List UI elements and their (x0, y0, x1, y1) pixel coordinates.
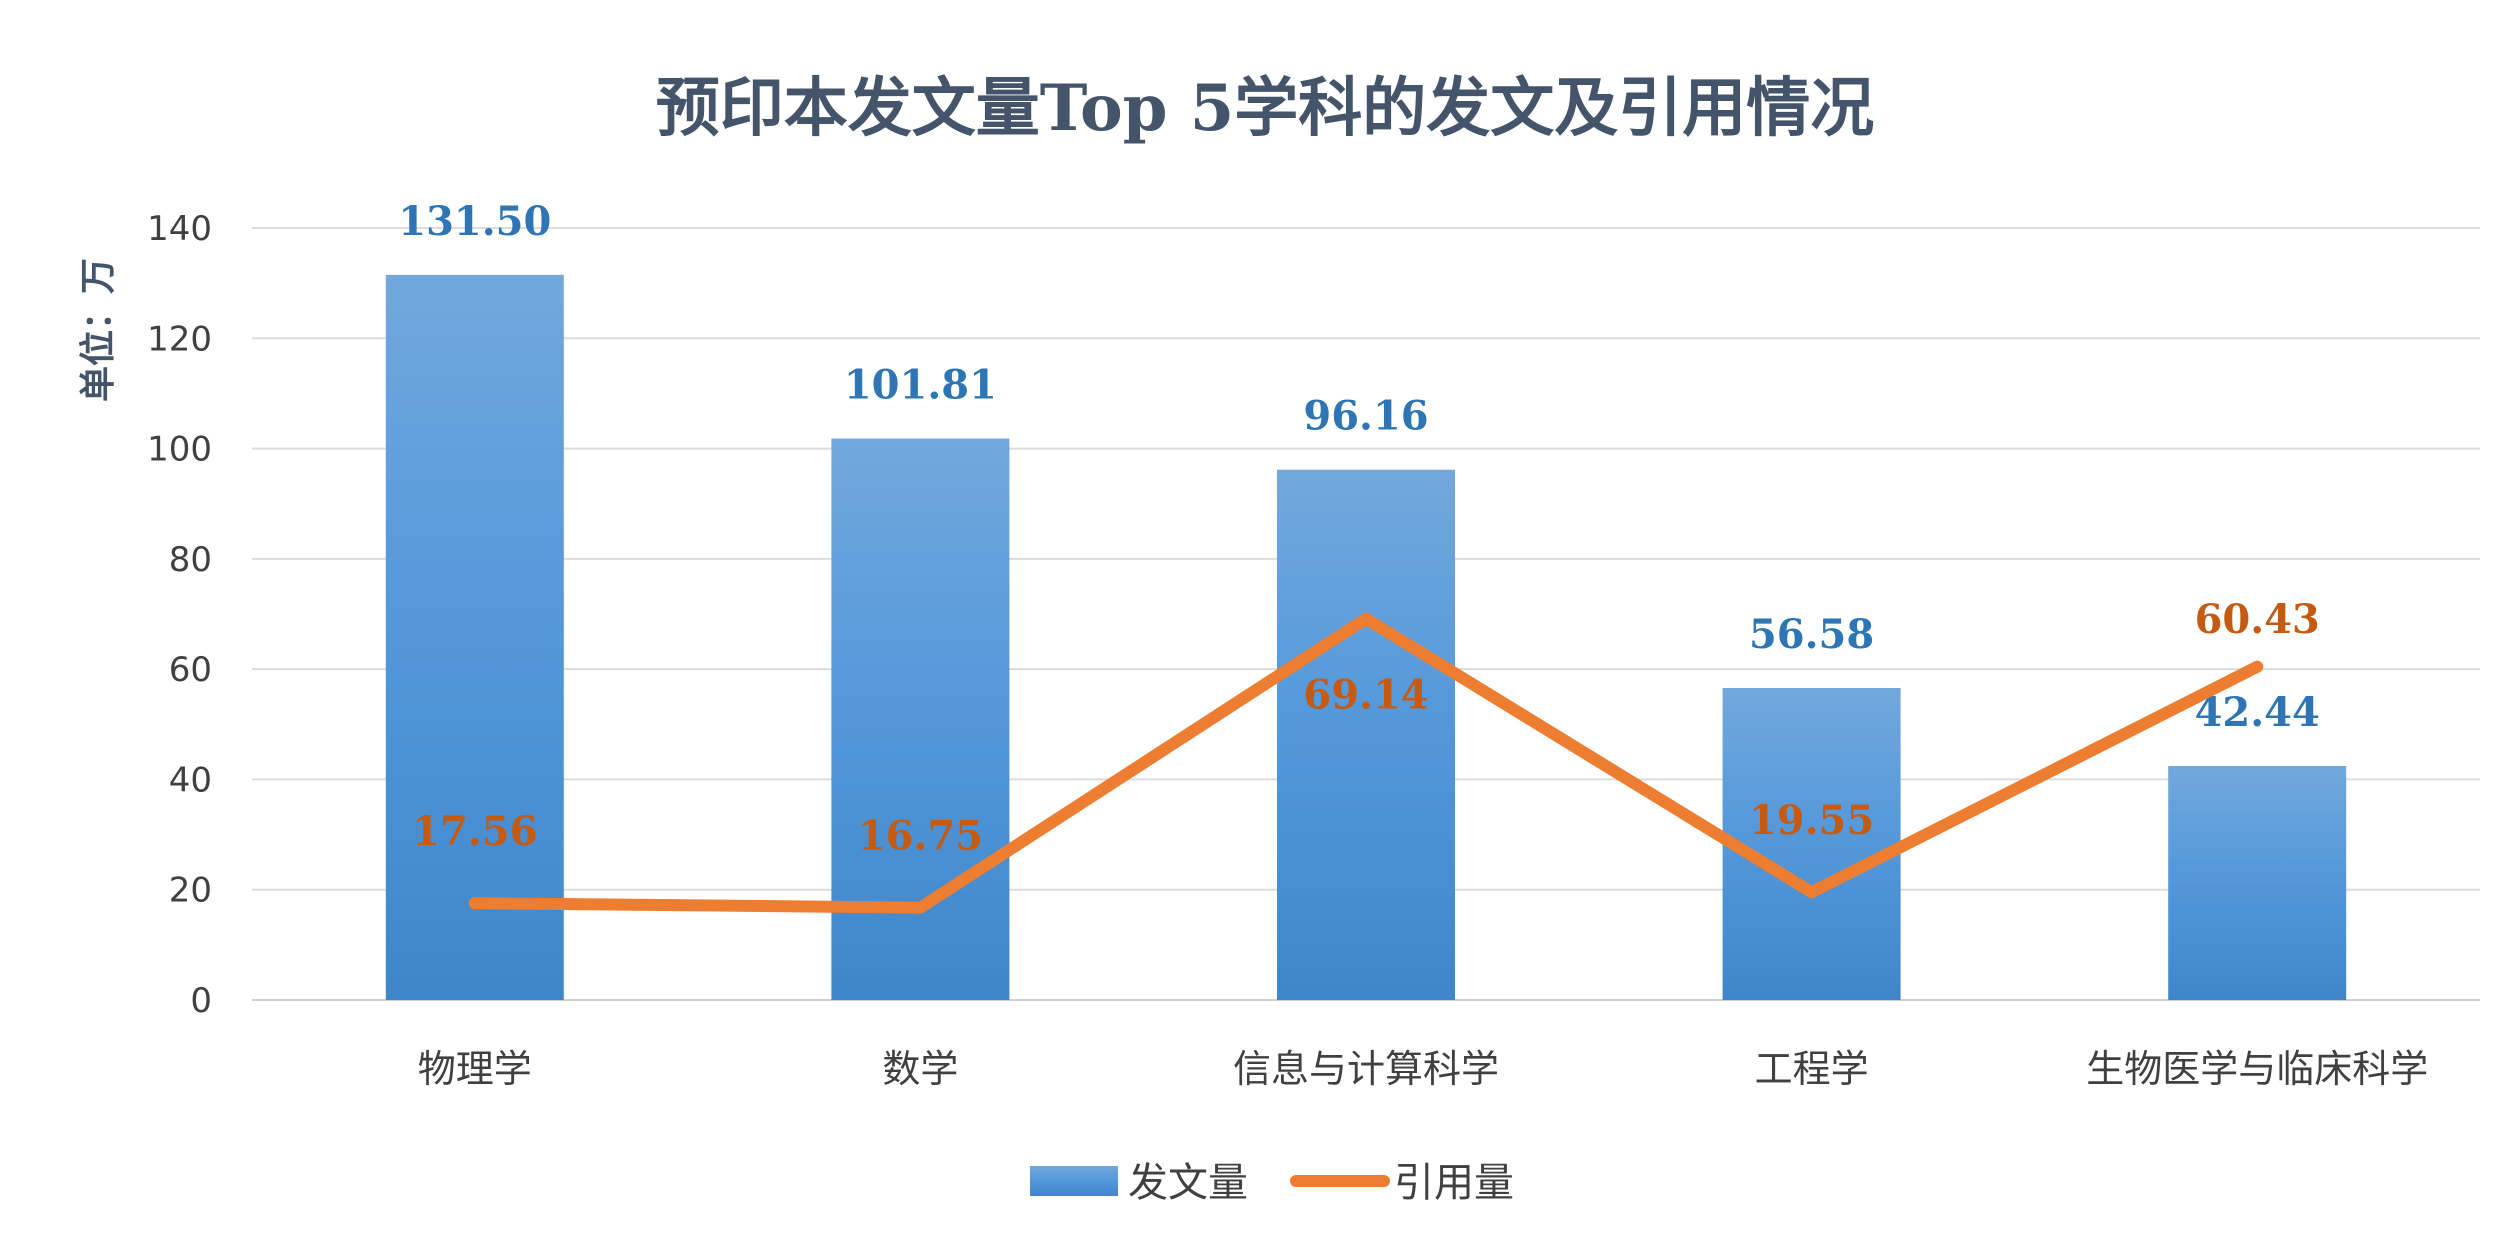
line-point-1 (468, 897, 481, 910)
line-point-3 (1360, 612, 1372, 625)
legend-line-label: 引用量 (1394, 1160, 1514, 1206)
bar-value-label: 42.44 (2195, 689, 2320, 736)
bar-value-label: 56.58 (1749, 611, 1874, 658)
y-axis-ticks: 0 20 40 60 80 100 120 140 (147, 209, 212, 1021)
y-tick-label: 40 (169, 760, 212, 800)
line-value-label: 19.55 (1749, 797, 1874, 844)
bar-2 (831, 438, 1010, 1000)
line-value-label: 17.56 (412, 808, 537, 855)
legend-bar-label: 发文量 (1128, 1160, 1248, 1206)
y-tick-label: 100 (147, 430, 212, 470)
bar-series (385, 274, 2347, 1000)
bar-5 (2168, 765, 2347, 1000)
y-tick-label: 20 (169, 871, 212, 911)
legend-bar-swatch (1030, 1166, 1118, 1196)
y-tick-label: 60 (169, 650, 212, 690)
x-category-label: 生物医学与临床科学 (2086, 1047, 2428, 1091)
y-axis-label: 单位：万 (77, 258, 119, 402)
x-axis-categories: 物理学 数学 信息与计算科学 工程学 生物医学与临床科学 (418, 1047, 2428, 1091)
line-point-5 (2251, 660, 2264, 673)
y-tick-label: 0 (190, 981, 212, 1021)
bar-value-label: 96.16 (1303, 393, 1428, 440)
bar-value-label: 101.81 (844, 362, 997, 409)
bar-3 (1277, 469, 1455, 1000)
line-value-label: 69.14 (1303, 672, 1428, 719)
legend: 发文量 引用量 (1030, 1160, 1514, 1206)
line-point-4 (1805, 886, 1818, 899)
x-category-label: 数学 (882, 1047, 958, 1091)
line-series (468, 612, 2264, 914)
line-value-label: 16.75 (858, 813, 983, 860)
bar-value-label: 131.50 (398, 198, 551, 245)
line-point-2 (914, 901, 927, 914)
chart-title: 预印本发文量Top 5学科的发文及引用情况 (656, 71, 1875, 146)
x-category-label: 物理学 (418, 1047, 532, 1091)
bar-1 (385, 274, 564, 1000)
x-category-label: 工程学 (1755, 1047, 1869, 1091)
line-data-labels: 17.56 16.75 69.14 19.55 60.43 (412, 596, 2320, 860)
y-tick-label: 140 (147, 209, 212, 249)
bar-data-labels: 131.50 101.81 96.16 56.58 42.44 (398, 198, 2320, 736)
bar-4 (1722, 688, 1901, 1000)
line-value-label: 60.43 (2195, 596, 2320, 643)
y-tick-label: 120 (147, 319, 212, 359)
y-tick-label: 80 (169, 540, 212, 580)
x-category-label: 信息与计算科学 (1233, 1047, 1499, 1091)
